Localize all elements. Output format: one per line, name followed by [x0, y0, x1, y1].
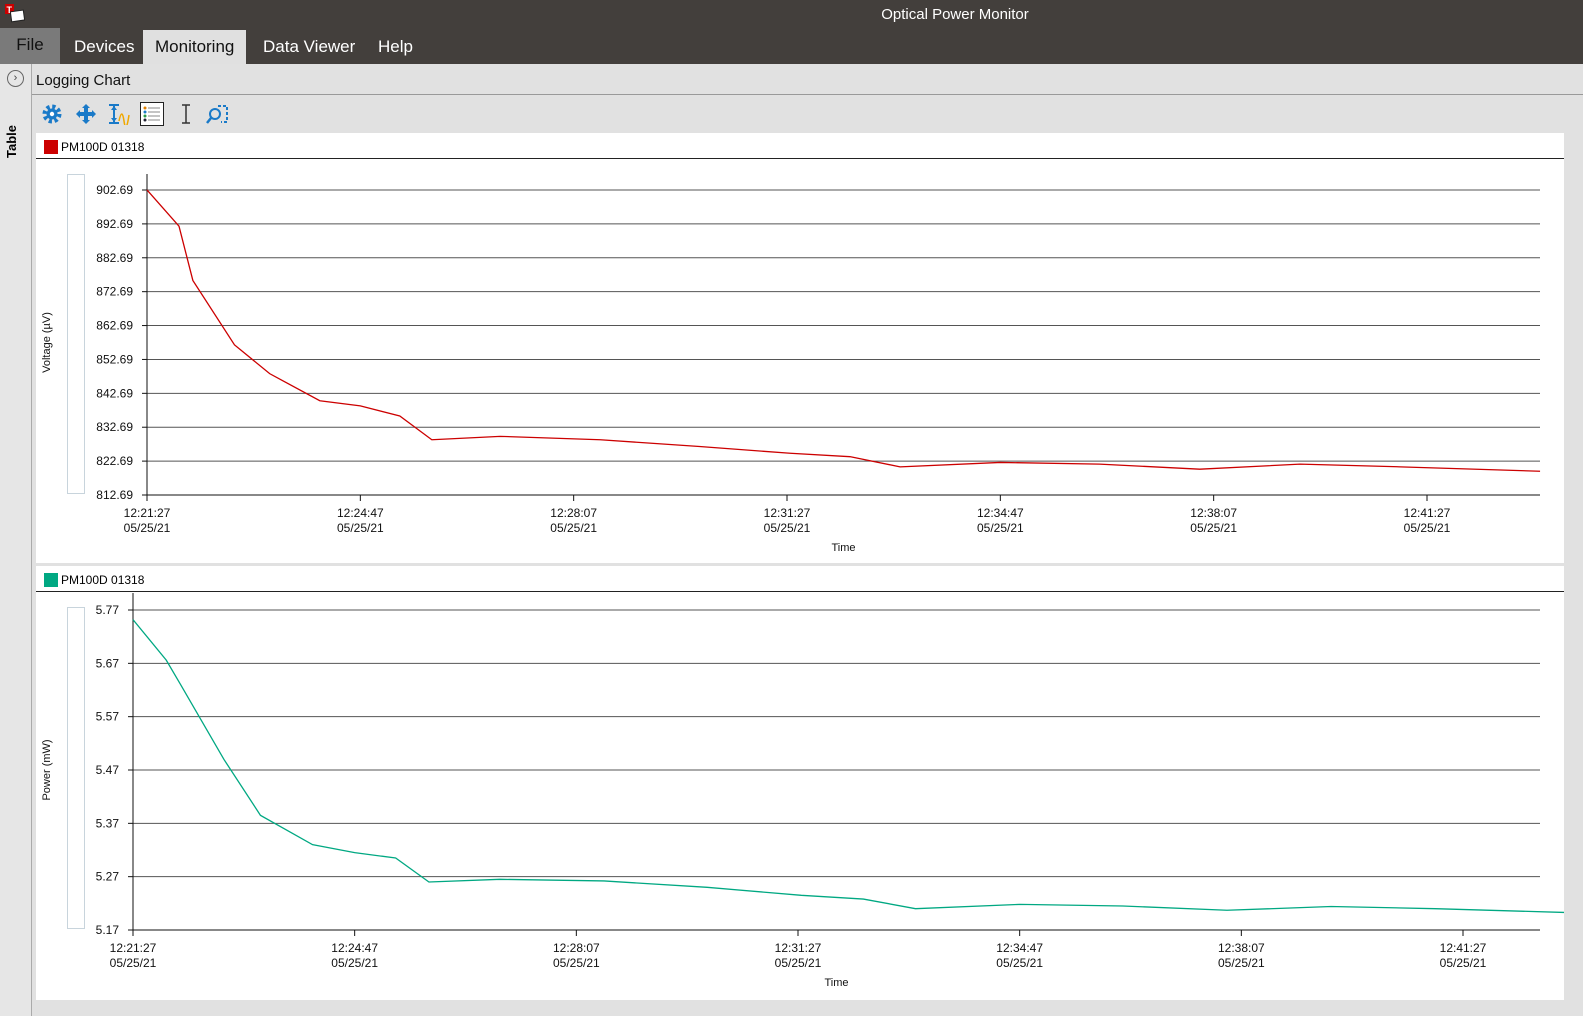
- x-tick-date: 05/25/21: [110, 956, 157, 970]
- x-tick-date: 05/25/21: [775, 956, 822, 970]
- y-tick-label: 842.69: [96, 386, 133, 400]
- x-tick-label: 12:28:07: [550, 506, 597, 520]
- x-tick-label: 12:28:07: [553, 941, 600, 955]
- menu-help[interactable]: Help: [378, 37, 413, 56]
- x-axis-label: Time: [824, 977, 848, 989]
- x-tick-date: 05/25/21: [553, 956, 600, 970]
- cursor-button[interactable]: [174, 102, 198, 126]
- settings-button[interactable]: [40, 102, 64, 126]
- y-tick-label: 872.69: [96, 285, 133, 299]
- legend-swatch: [44, 140, 58, 154]
- legend-list-icon: [143, 106, 160, 122]
- data-series-line: [146, 189, 1541, 472]
- menu-file[interactable]: File: [0, 28, 60, 64]
- cursor-icon: [182, 104, 190, 124]
- x-tick-label: 12:31:27: [764, 506, 811, 520]
- divider: [32, 94, 1583, 95]
- x-tick-label: 12:34:47: [996, 941, 1043, 955]
- x-tick-date: 05/25/21: [1440, 956, 1487, 970]
- chart-legend: PM100D 01318: [44, 140, 144, 154]
- voltage-chart: PM100D 01318 902.69 892.69 882.69 872.69 862…: [36, 133, 1564, 563]
- x-tick-date: 05/25/21: [124, 521, 171, 535]
- pan-icon: [76, 104, 96, 124]
- voltage-plot: 902.69 892.69 882.69 872.69 862.69 852.69 842.…: [41, 174, 1541, 554]
- window-title: Optical Power Monitor: [881, 6, 1029, 23]
- y-tick-label: 5.67: [96, 656, 120, 670]
- y-scrollbar[interactable]: [67, 174, 85, 494]
- gear-icon: [42, 104, 62, 124]
- expand-chevron-icon[interactable]: ›: [7, 70, 24, 87]
- x-tick-date: 05/25/21: [550, 521, 597, 535]
- app-icon: T: [5, 4, 25, 23]
- y-tick-label: 5.57: [96, 710, 120, 724]
- y-tick-label: 5.27: [96, 870, 120, 884]
- legend-divider: [36, 158, 1564, 159]
- x-tick-date: 05/25/21: [331, 956, 378, 970]
- x-tick-label: 12:21:27: [110, 941, 157, 955]
- x-tick-date: 05/25/21: [337, 521, 384, 535]
- legend-button[interactable]: [140, 102, 164, 126]
- x-tick-date: 05/25/21: [1404, 521, 1451, 535]
- autoscale-y-button[interactable]: [107, 102, 131, 126]
- legend-label: PM100D 01318: [61, 140, 145, 154]
- y-tick-label: 892.69: [96, 217, 133, 231]
- chart-legend: PM100D 01318: [44, 573, 144, 587]
- x-axis-label: Time: [831, 542, 855, 554]
- menu-devices[interactable]: Devices: [74, 37, 135, 56]
- x-tick-date: 05/25/21: [1190, 521, 1237, 535]
- y-axis-label: Power (mW): [41, 739, 53, 800]
- y-tick-label: 5.17: [96, 923, 120, 937]
- y-tick-label: 882.69: [96, 251, 133, 265]
- side-panel: › Table: [0, 64, 32, 1016]
- power-chart: PM100D 01318 5.77 5.67 5.57 5.47 5.37 5.27 5.1…: [36, 566, 1564, 1000]
- y-tick-label: 862.69: [96, 319, 133, 333]
- x-tick-label: 12:24:47: [331, 941, 378, 955]
- menu-monitoring[interactable]: Monitoring: [143, 30, 247, 64]
- zoom-region-button[interactable]: [206, 102, 230, 126]
- y-tick-label: 5.47: [96, 763, 120, 777]
- x-tick-date: 05/25/21: [1218, 956, 1265, 970]
- menu-data-viewer[interactable]: Data Viewer: [263, 37, 356, 56]
- y-tick-label: 852.69: [96, 352, 133, 366]
- x-tick-label: 12:41:27: [1404, 506, 1451, 520]
- y-tick-label: 812.69: [96, 488, 133, 502]
- x-tick-label: 12:31:27: [775, 941, 822, 955]
- x-tick-label: 12:34:47: [977, 506, 1024, 520]
- y-tick-label: 5.37: [96, 816, 120, 830]
- panel-title: Logging Chart: [36, 72, 131, 89]
- x-tick-date: 05/25/21: [996, 956, 1043, 970]
- menu-bar: File Devices Monitoring Data Viewer Help: [0, 28, 1583, 64]
- legend-divider: [36, 591, 1564, 592]
- data-series-line: [132, 619, 1564, 914]
- x-tick-label: 12:38:07: [1218, 941, 1265, 955]
- x-tick-label: 12:41:27: [1440, 941, 1487, 955]
- pan-button[interactable]: [74, 102, 98, 126]
- x-tick-label: 12:21:27: [124, 506, 171, 520]
- side-tab-table[interactable]: Table: [4, 125, 19, 158]
- y-tick-label: 822.69: [96, 454, 133, 468]
- x-tick-label: 12:24:47: [337, 506, 384, 520]
- legend-label: PM100D 01318: [61, 573, 145, 587]
- x-tick-label: 12:38:07: [1190, 506, 1237, 520]
- x-tick-date: 05/25/21: [764, 521, 811, 535]
- y-tick-label: 832.69: [96, 420, 133, 434]
- y-scrollbar[interactable]: [67, 607, 85, 929]
- power-plot: 5.775.675.575.475.375.275.1712:21:2705/2…: [41, 593, 1564, 989]
- autoscale-y-icon: [109, 104, 130, 125]
- y-tick-label: 902.69: [96, 183, 133, 197]
- zoom-region-icon: [206, 105, 228, 124]
- legend-swatch: [44, 573, 58, 587]
- y-tick-label: 5.77: [96, 603, 120, 617]
- x-tick-date: 05/25/21: [977, 521, 1024, 535]
- svg-text:T: T: [7, 5, 13, 15]
- title-bar: T Optical Power Monitor: [0, 0, 1583, 28]
- y-axis-label: Voltage (µV): [41, 312, 53, 373]
